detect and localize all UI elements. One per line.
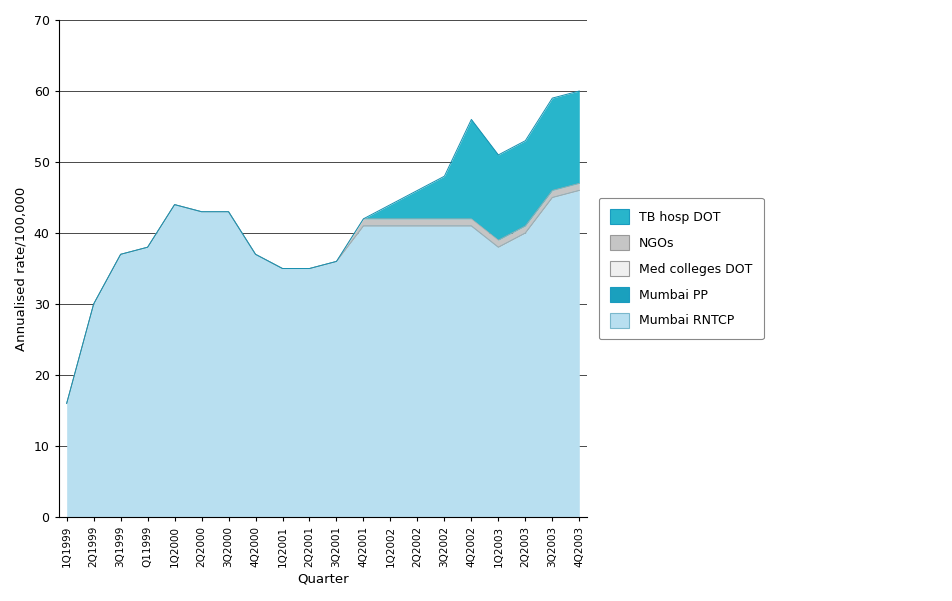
X-axis label: Quarter: Quarter [297, 573, 348, 586]
Y-axis label: Annualised rate/100,000: Annualised rate/100,000 [15, 186, 28, 350]
Legend: TB hosp DOT, NGOs, Med colleges DOT, Mumbai PP, Mumbai RNTCP: TB hosp DOT, NGOs, Med colleges DOT, Mum… [599, 198, 764, 339]
